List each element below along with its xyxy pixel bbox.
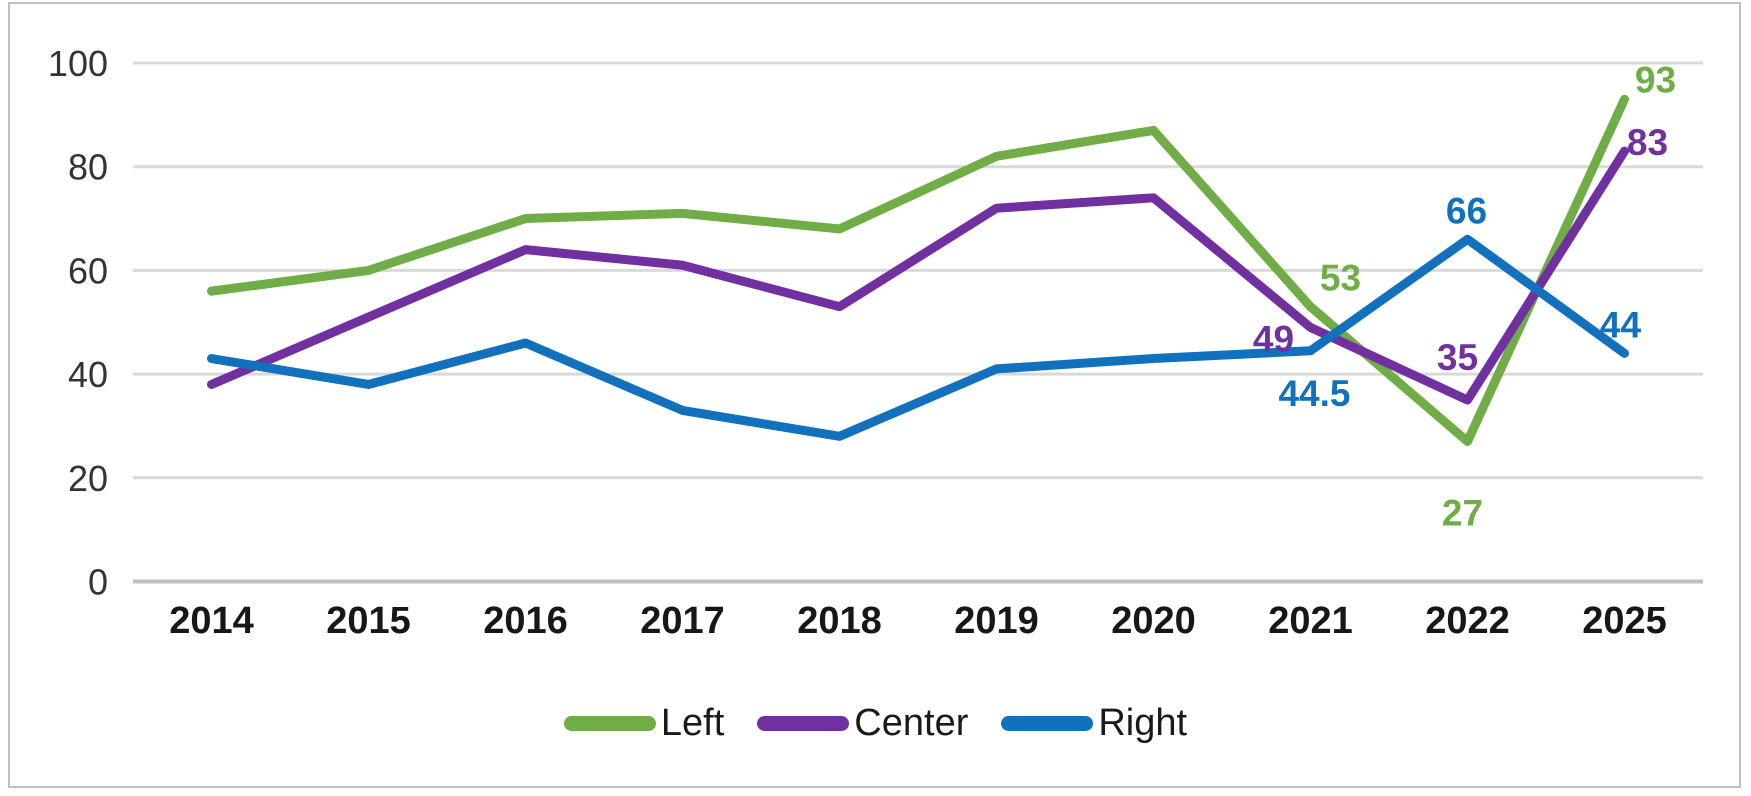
y-tick-label: 100	[48, 43, 108, 84]
legend-item-right: Right	[1001, 704, 1187, 742]
data-label-right: 44.5	[1278, 373, 1350, 414]
x-category-label: 2020	[1111, 600, 1196, 642]
legend-swatch-right-icon	[1001, 715, 1094, 731]
legend-item-left: Left	[563, 702, 725, 744]
y-tick-label: 0	[88, 562, 108, 603]
legend-label-left: Left	[660, 702, 725, 744]
data-label-left: 27	[1442, 493, 1483, 534]
x-category-label: 2019	[954, 600, 1039, 642]
data-label-left: 53	[1320, 258, 1361, 299]
legend-swatch-left-icon	[563, 715, 656, 731]
x-category-label: 2017	[640, 600, 725, 642]
legend: Left Center Right	[0, 704, 1751, 742]
data-label-right: 66	[1446, 190, 1487, 231]
data-label-left: 93	[1635, 59, 1676, 100]
series-line-left	[207, 94, 1629, 447]
y-tick-label: 80	[68, 147, 108, 188]
x-category-label: 2015	[326, 600, 411, 642]
x-category-label: 2014	[169, 600, 254, 642]
x-category-label: 2018	[797, 600, 882, 642]
legend-label-center: Center	[854, 702, 969, 744]
legend-swatch-center-icon	[757, 715, 850, 731]
y-tick-label: 60	[68, 250, 108, 291]
x-category-label: 2025	[1582, 600, 1667, 642]
x-category-label: 2016	[483, 600, 568, 642]
data-label-right: 44	[1600, 304, 1642, 345]
y-tick-label: 40	[68, 354, 108, 395]
data-label-center: 35	[1437, 337, 1478, 378]
legend-item-center: Center	[757, 704, 968, 742]
data-label-center: 49	[1253, 318, 1294, 359]
y-tick-label: 20	[68, 458, 108, 499]
x-category-label: 2022	[1425, 600, 1510, 642]
data-label-center: 83	[1627, 122, 1668, 163]
series-line-center	[207, 146, 1629, 405]
legend-label-right: Right	[1098, 702, 1188, 744]
x-category-label: 2021	[1268, 600, 1353, 642]
series-line-right	[207, 234, 1629, 441]
